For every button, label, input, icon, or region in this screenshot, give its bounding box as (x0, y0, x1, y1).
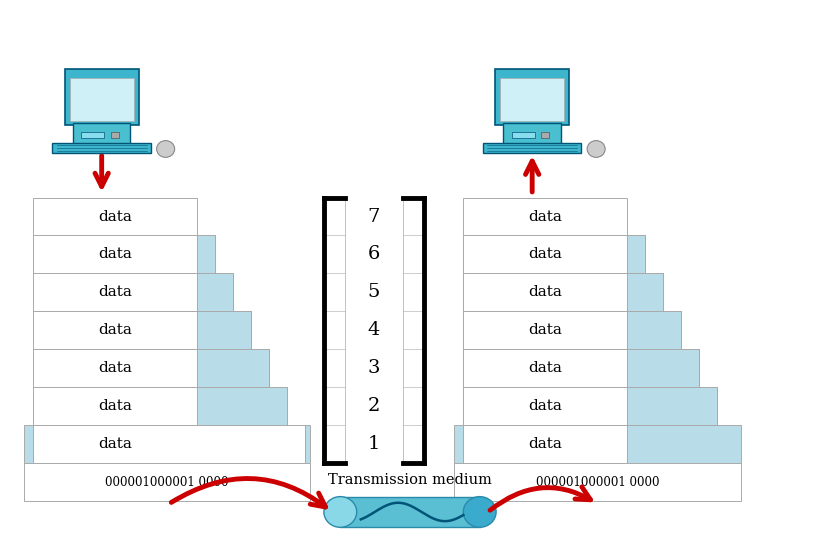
Bar (65, 69, 138, 125)
Bar (463, 311, 627, 349)
Bar (463, 235, 627, 273)
Bar (305, 425, 310, 463)
Bar (463, 425, 627, 463)
Bar (52, 143, 151, 153)
Bar (73, 123, 130, 145)
Bar (33, 311, 197, 349)
Text: 5: 5 (367, 283, 380, 301)
Text: data: data (527, 361, 562, 376)
Text: data: data (97, 399, 132, 413)
Bar (463, 273, 663, 311)
Bar (197, 311, 251, 349)
Bar (33, 235, 197, 273)
Bar (33, 273, 197, 311)
Text: 3: 3 (367, 359, 380, 377)
Text: data: data (97, 361, 132, 376)
Bar (197, 235, 215, 273)
Bar (97, 124, 106, 132)
Bar (463, 235, 645, 273)
Bar (627, 349, 699, 387)
Text: data: data (97, 323, 132, 338)
Text: 000001000001 0000: 000001000001 0000 (105, 475, 229, 489)
Bar (33, 349, 269, 387)
Bar (197, 273, 233, 311)
Bar (463, 311, 681, 349)
Bar (454, 463, 740, 501)
Text: data: data (97, 247, 132, 262)
Bar (24, 425, 33, 463)
Bar (627, 425, 740, 463)
Bar (197, 349, 269, 387)
Bar (627, 387, 717, 425)
Bar (463, 273, 627, 311)
Ellipse shape (586, 141, 604, 157)
Text: data: data (527, 209, 562, 224)
Bar (33, 387, 287, 425)
Bar (503, 123, 560, 145)
Bar (33, 235, 215, 273)
Text: 6: 6 (367, 246, 380, 263)
Bar (33, 425, 305, 463)
Bar (463, 387, 627, 425)
Bar (463, 387, 717, 425)
Bar (463, 349, 627, 387)
Bar (33, 198, 197, 235)
Bar (340, 497, 479, 527)
Bar (500, 78, 563, 121)
Ellipse shape (463, 497, 495, 527)
Ellipse shape (324, 497, 356, 527)
Text: data: data (97, 437, 132, 451)
Text: data: data (527, 399, 562, 413)
Text: 4: 4 (367, 321, 380, 339)
Bar (627, 273, 663, 311)
Text: 000001000001 0000: 000001000001 0000 (535, 475, 658, 489)
Ellipse shape (156, 141, 174, 157)
Bar (33, 387, 197, 425)
Bar (527, 124, 536, 132)
Bar (454, 425, 463, 463)
Bar (463, 349, 699, 387)
Bar (541, 132, 549, 138)
Bar (627, 311, 681, 349)
Bar (402, 198, 423, 463)
Text: 7: 7 (367, 208, 380, 225)
Bar (463, 198, 627, 235)
Text: data: data (97, 285, 132, 300)
Bar (33, 273, 233, 311)
Text: data: data (527, 437, 562, 451)
Text: data: data (527, 285, 562, 300)
Text: data: data (527, 247, 562, 262)
Bar (81, 132, 104, 138)
Text: 2: 2 (367, 397, 380, 415)
Text: data: data (527, 323, 562, 338)
Bar (324, 198, 345, 463)
Bar (511, 132, 534, 138)
Bar (482, 143, 581, 153)
Text: 1: 1 (367, 435, 380, 453)
Bar (24, 463, 310, 501)
Bar (111, 132, 119, 138)
Bar (33, 311, 251, 349)
Text: Transmission medium: Transmission medium (328, 473, 491, 487)
Text: data: data (97, 209, 132, 224)
Bar (33, 349, 197, 387)
Bar (627, 235, 645, 273)
Bar (495, 69, 568, 125)
Bar (70, 78, 133, 121)
Bar (197, 387, 287, 425)
